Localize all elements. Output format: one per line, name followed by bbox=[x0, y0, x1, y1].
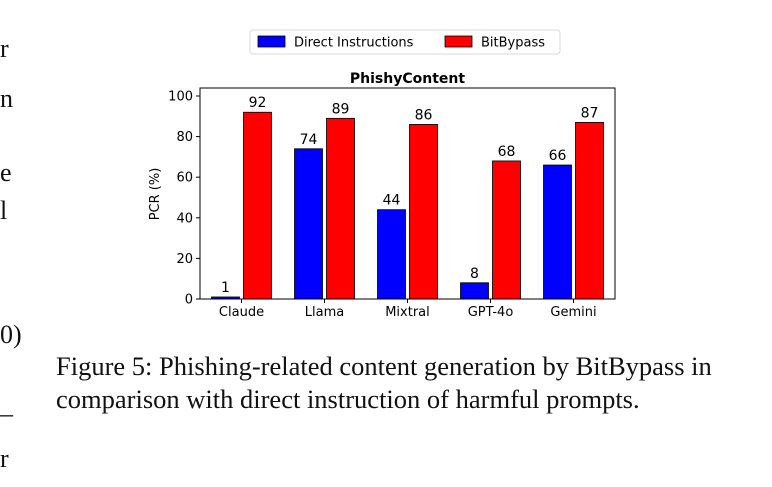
bar-value-label: 1 bbox=[221, 280, 230, 296]
margin-fragment: n bbox=[0, 84, 13, 113]
bar-direct-instructions-mixtral bbox=[377, 209, 406, 300]
figure-caption: Figure 5: Phishing-related content gener… bbox=[56, 351, 712, 414]
bar-chart: Direct Instructions BitBypass PhishyCont… bbox=[148, 29, 616, 320]
bar-value-label: 66 bbox=[549, 148, 567, 164]
x-tick-label: Gemini bbox=[550, 305, 596, 320]
legend-box bbox=[249, 29, 561, 55]
margin-fragment: _ bbox=[0, 390, 13, 419]
legend: Direct Instructions BitBypass bbox=[249, 29, 561, 55]
x-tick-label: Mixtral bbox=[385, 305, 430, 320]
y-axis-label: PCR (%) bbox=[148, 168, 163, 221]
plot-frame bbox=[199, 87, 616, 300]
bar-bitbypass-claude bbox=[243, 111, 272, 300]
margin-fragment: l bbox=[0, 196, 8, 225]
bar-bitbypass-mixtral bbox=[409, 124, 438, 300]
bar-bitbypass-gpt-4o bbox=[492, 160, 521, 300]
y-tick-label: 80 bbox=[176, 130, 193, 145]
margin-fragment: e bbox=[0, 158, 12, 187]
bar-direct-instructions-gpt-4o bbox=[460, 282, 489, 300]
legend-label-direct-instructions: Direct Instructions bbox=[294, 36, 414, 51]
bar-value-labels: 1 92 74 89 44 86 8 68 66 87 bbox=[221, 95, 598, 296]
y-tick-label: 20 bbox=[176, 252, 193, 267]
bar-value-label: 89 bbox=[332, 101, 350, 117]
bar-direct-instructions-llama bbox=[294, 148, 323, 300]
bar-value-label: 68 bbox=[498, 144, 516, 160]
x-axis-ticks: Claude Llama Mixtral GPT-4o Gemini bbox=[219, 299, 597, 320]
x-tick-label: Claude bbox=[219, 305, 264, 320]
bar-value-label: 8 bbox=[470, 266, 479, 282]
chart-title: PhishyContent bbox=[350, 71, 465, 87]
bar-value-label: 92 bbox=[249, 95, 267, 111]
y-tick-label: 0 bbox=[185, 293, 193, 308]
bar-value-label: 74 bbox=[300, 132, 318, 148]
margin-fragment: 0) bbox=[0, 320, 22, 349]
y-tick-label: 100 bbox=[168, 90, 193, 105]
x-tick-label: GPT-4o bbox=[468, 305, 514, 320]
bar-bitbypass-llama bbox=[326, 117, 355, 300]
bar-value-label: 44 bbox=[383, 193, 401, 209]
bar-value-label: 86 bbox=[415, 107, 433, 123]
margin-fragment: r bbox=[0, 444, 9, 473]
bar-bitbypass-gemini bbox=[575, 121, 604, 300]
y-axis-ticks: 0 20 40 60 80 100 bbox=[168, 90, 200, 308]
bar-value-label: 87 bbox=[581, 105, 599, 121]
x-tick-label: Llama bbox=[305, 305, 344, 320]
margin-fragment: r bbox=[0, 34, 9, 63]
legend-swatch-direct-instructions bbox=[257, 35, 286, 48]
bar-direct-instructions-gemini bbox=[543, 164, 572, 300]
bars bbox=[211, 111, 604, 300]
y-tick-label: 40 bbox=[176, 211, 193, 226]
legend-swatch-bitbypass bbox=[444, 35, 473, 48]
legend-label-bitbypass: BitBypass bbox=[481, 36, 545, 51]
y-tick-label: 60 bbox=[176, 171, 193, 186]
